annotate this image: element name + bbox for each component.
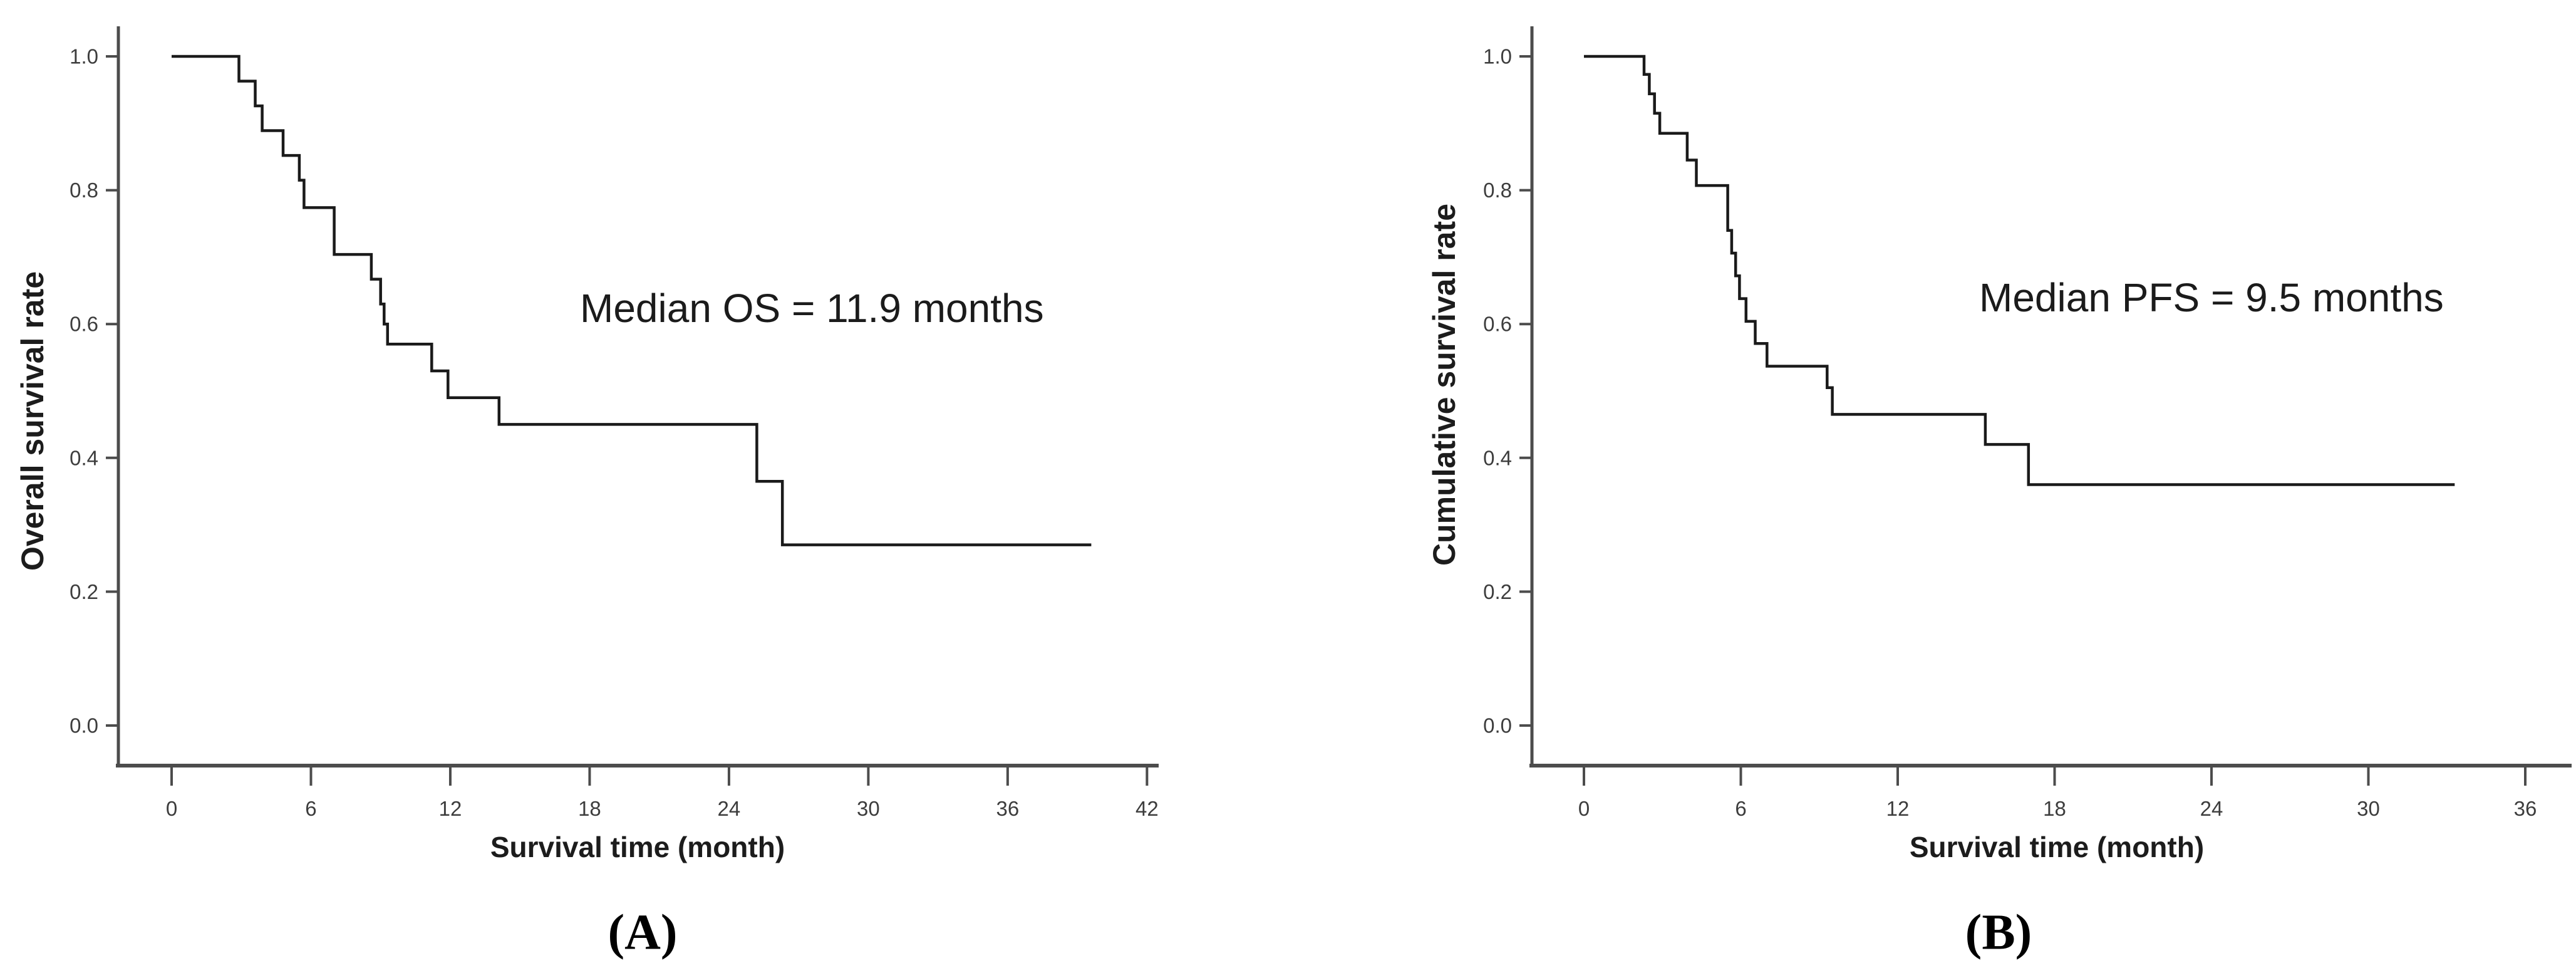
x-tick-label: 30: [857, 797, 880, 820]
panel-a-caption: (A): [608, 905, 678, 960]
x-tick-label: 6: [305, 797, 316, 820]
x-tick-label: 42: [1135, 797, 1159, 820]
x-tick-label: 6: [1735, 797, 1746, 820]
x-tick-label: 18: [2043, 797, 2066, 820]
y-tick-label: 0.4: [1483, 446, 1512, 469]
x-tick-label: 30: [2357, 797, 2380, 820]
x-tick-label: 36: [2514, 797, 2537, 820]
panel-a-median-annotation: Median OS = 11.9 months: [580, 286, 1044, 331]
survival-curve: [172, 55, 1092, 546]
x-tick-label: 36: [996, 797, 1020, 820]
y-tick-label: 0.2: [1483, 580, 1512, 603]
x-tick-label: 18: [578, 797, 601, 820]
survival-curve: [1584, 55, 2455, 486]
x-tick-label: 12: [439, 797, 462, 820]
x-tick-label: 24: [2200, 797, 2223, 820]
y-tick-label: 0.6: [1483, 313, 1512, 336]
y-tick-label: 1.0: [1483, 45, 1512, 68]
y-tick-label: 0.4: [70, 446, 98, 469]
y-tick-label: 1.0: [70, 45, 98, 68]
panel-a-x-axis-title: Survival time (month): [490, 831, 785, 863]
panel-b-y-axis-title: Cumulative survival rate: [1427, 203, 1462, 566]
y-tick-label: 0.8: [1483, 179, 1512, 202]
y-tick-label: 0.2: [70, 580, 98, 603]
y-tick-label: 0.0: [1483, 714, 1512, 737]
x-tick-label: 12: [1886, 797, 1910, 820]
x-tick-label: 0: [1578, 797, 1590, 820]
panel-b-x-axis-title: Survival time (month): [1909, 831, 2205, 863]
panel-b-caption: (B): [1965, 905, 2032, 960]
x-tick-label: 0: [166, 797, 177, 820]
panel-a-y-axis-title: Overall survival rate: [15, 271, 50, 571]
x-tick-label: 24: [718, 797, 741, 820]
y-tick-label: 0.0: [70, 714, 98, 737]
y-tick-label: 0.8: [70, 179, 98, 202]
y-tick-label: 0.6: [70, 313, 98, 336]
panel-b-median-annotation: Median PFS = 9.5 months: [1979, 275, 2444, 320]
